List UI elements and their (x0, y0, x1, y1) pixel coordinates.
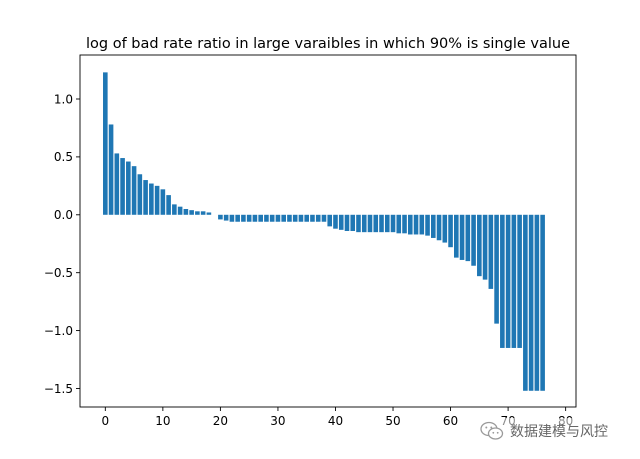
bar-31 (281, 214, 286, 222)
x-tick-label-40: 40 (328, 414, 343, 428)
bar-66 (482, 214, 488, 280)
plot-frame (79, 54, 577, 408)
bar-74 (528, 214, 534, 391)
bar-70 (505, 214, 511, 348)
bar-34 (298, 214, 304, 222)
bar-25 (246, 214, 252, 222)
bar-72 (517, 214, 522, 348)
bar-60 (448, 214, 453, 248)
bar-22 (229, 214, 235, 222)
bar-59 (442, 214, 448, 243)
bar-18 (206, 212, 212, 215)
bar-37 (315, 214, 321, 222)
bar-21 (223, 214, 229, 221)
bar-10 (160, 189, 166, 215)
bar-14 (183, 209, 189, 215)
bar-62 (459, 214, 465, 260)
x-tick-label-30: 30 (270, 414, 285, 428)
bar-68 (494, 214, 499, 324)
bar-23 (235, 214, 240, 222)
bar-67 (488, 214, 494, 289)
bar-6 (137, 174, 143, 215)
bar-58 (436, 214, 442, 241)
bar-40 (333, 214, 338, 229)
bar-15 (189, 210, 194, 215)
bar-26 (252, 214, 258, 222)
bar-29 (269, 214, 275, 222)
bar-71 (511, 214, 517, 348)
bar-43 (350, 214, 356, 231)
bar-27 (258, 214, 263, 222)
bar-1 (108, 124, 114, 215)
wechat-icon (480, 421, 504, 440)
watermark-text: 数据建模与风控 (510, 424, 608, 440)
bar-50 (390, 214, 396, 233)
bar-61 (454, 214, 459, 258)
bar-20 (218, 214, 223, 220)
bar-series (103, 72, 545, 391)
bar-45 (361, 214, 367, 233)
bar-65 (477, 214, 482, 277)
bar-2 (114, 153, 120, 215)
bar-63 (465, 214, 471, 262)
bar-5 (131, 166, 137, 215)
bar-49 (384, 214, 390, 233)
bar-3 (120, 158, 125, 215)
watermark: 数据建模与风控 (476, 418, 612, 444)
y-tick-label-1: 0.5 (54, 150, 73, 164)
bar-75 (534, 214, 540, 391)
x-tick-label-0: 0 (101, 414, 109, 428)
bar-39 (327, 214, 333, 227)
x-tick-label-20: 20 (213, 414, 228, 428)
bar-56 (425, 214, 430, 236)
bar-41 (338, 214, 344, 230)
bar-54 (413, 214, 419, 235)
bar-4 (126, 161, 131, 215)
bar-13 (177, 206, 183, 215)
bar-42 (344, 214, 350, 231)
bar-12 (172, 204, 177, 215)
bar-57 (431, 214, 436, 238)
y-tick-label-3: −0.5 (44, 266, 73, 280)
bar-24 (241, 214, 246, 222)
bar-55 (419, 214, 425, 235)
bar-11 (166, 195, 171, 215)
bar-76 (540, 214, 545, 391)
bar-30 (275, 214, 281, 222)
y-tick-label-2: 0.0 (54, 208, 73, 222)
bar-44 (356, 214, 361, 233)
bar-17 (200, 211, 206, 215)
bar-48 (379, 214, 384, 233)
bar-64 (471, 214, 476, 266)
bar-52 (402, 214, 407, 234)
y-tick-label-0: 1.0 (54, 92, 73, 106)
bar-69 (500, 214, 505, 348)
bar-0 (103, 72, 108, 215)
bar-7 (143, 180, 148, 215)
bar-33 (292, 214, 298, 222)
bar-53 (407, 214, 413, 235)
axes: 010203040506070801.00.50.0−0.5−1.0−1.5 (44, 54, 577, 428)
y-tick-label-4: −1.0 (44, 324, 73, 338)
bar-8 (149, 183, 154, 215)
y-tick-label-5: −1.5 (44, 382, 73, 396)
bar-9 (154, 185, 160, 215)
bar-36 (310, 214, 315, 222)
x-tick-label-60: 60 (443, 414, 458, 428)
chart-title: log of bad rate ratio in large varaibles… (86, 36, 570, 52)
bar-46 (367, 214, 373, 233)
bar-51 (396, 214, 402, 234)
x-tick-label-50: 50 (385, 414, 400, 428)
bar-32 (287, 214, 292, 222)
bar-35 (304, 214, 310, 222)
x-tick-label-10: 10 (155, 414, 170, 428)
bar-16 (195, 211, 200, 215)
bar-28 (264, 214, 269, 222)
bar-38 (321, 214, 327, 222)
bar-47 (373, 214, 379, 233)
bar-73 (523, 214, 528, 391)
